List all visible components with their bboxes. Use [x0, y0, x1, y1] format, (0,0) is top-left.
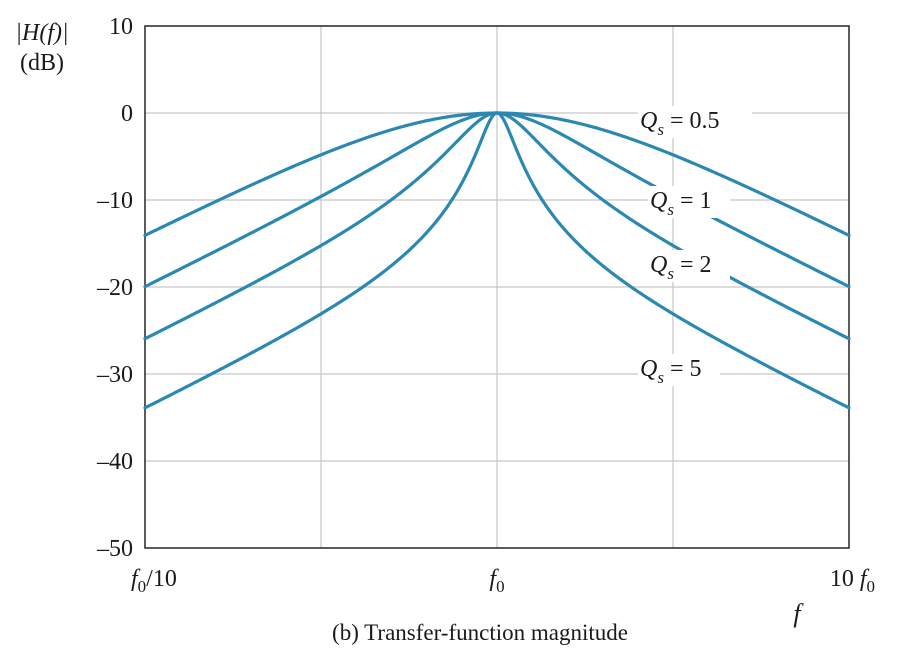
y-tick-label: –10 [96, 188, 133, 214]
x-tick-label: f0/10 [131, 566, 177, 596]
series-label-bg [638, 106, 752, 138]
series-label-1: Qs = 1 [650, 188, 712, 219]
x-tick-label: f0​ [489, 566, 504, 596]
y-tick-label: 10 [109, 14, 133, 40]
grid-lines [145, 26, 849, 548]
x-tick-label: 10 f0​ [830, 566, 875, 596]
x-axis-label: f [793, 599, 804, 628]
curve-series-3 [143, 111, 851, 410]
y-axis-label-line2: (dB) [20, 50, 64, 76]
curves [143, 111, 851, 410]
series-label-3: Qs = 5 [640, 356, 702, 387]
y-tick-label: 0 [121, 101, 133, 127]
chart-caption: (b) Transfer-function magnitude [332, 620, 628, 645]
y-axis-label-line1: |H(f)| [15, 20, 68, 46]
series-label-2: Qs = 2 [650, 252, 712, 283]
series-label-bg [638, 354, 720, 386]
series-label-bg [648, 250, 730, 282]
y-tick-label: –40 [96, 449, 133, 475]
x-tick-labels: f0/10 f0​ 10 f0​ [131, 566, 875, 596]
y-tick-labels: 10 0 –10 –20 –30 –40 –50 [96, 14, 133, 562]
y-tick-label: –30 [96, 362, 133, 388]
series-label-bg [648, 186, 730, 218]
y-tick-label: –20 [96, 275, 133, 301]
series-labels: Qs = 0.5 Qs = 1 Qs = 2 Qs = 5 [638, 106, 752, 387]
y-tick-label: –50 [96, 536, 133, 562]
series-label-0: Qs = 0.5 [640, 108, 720, 139]
